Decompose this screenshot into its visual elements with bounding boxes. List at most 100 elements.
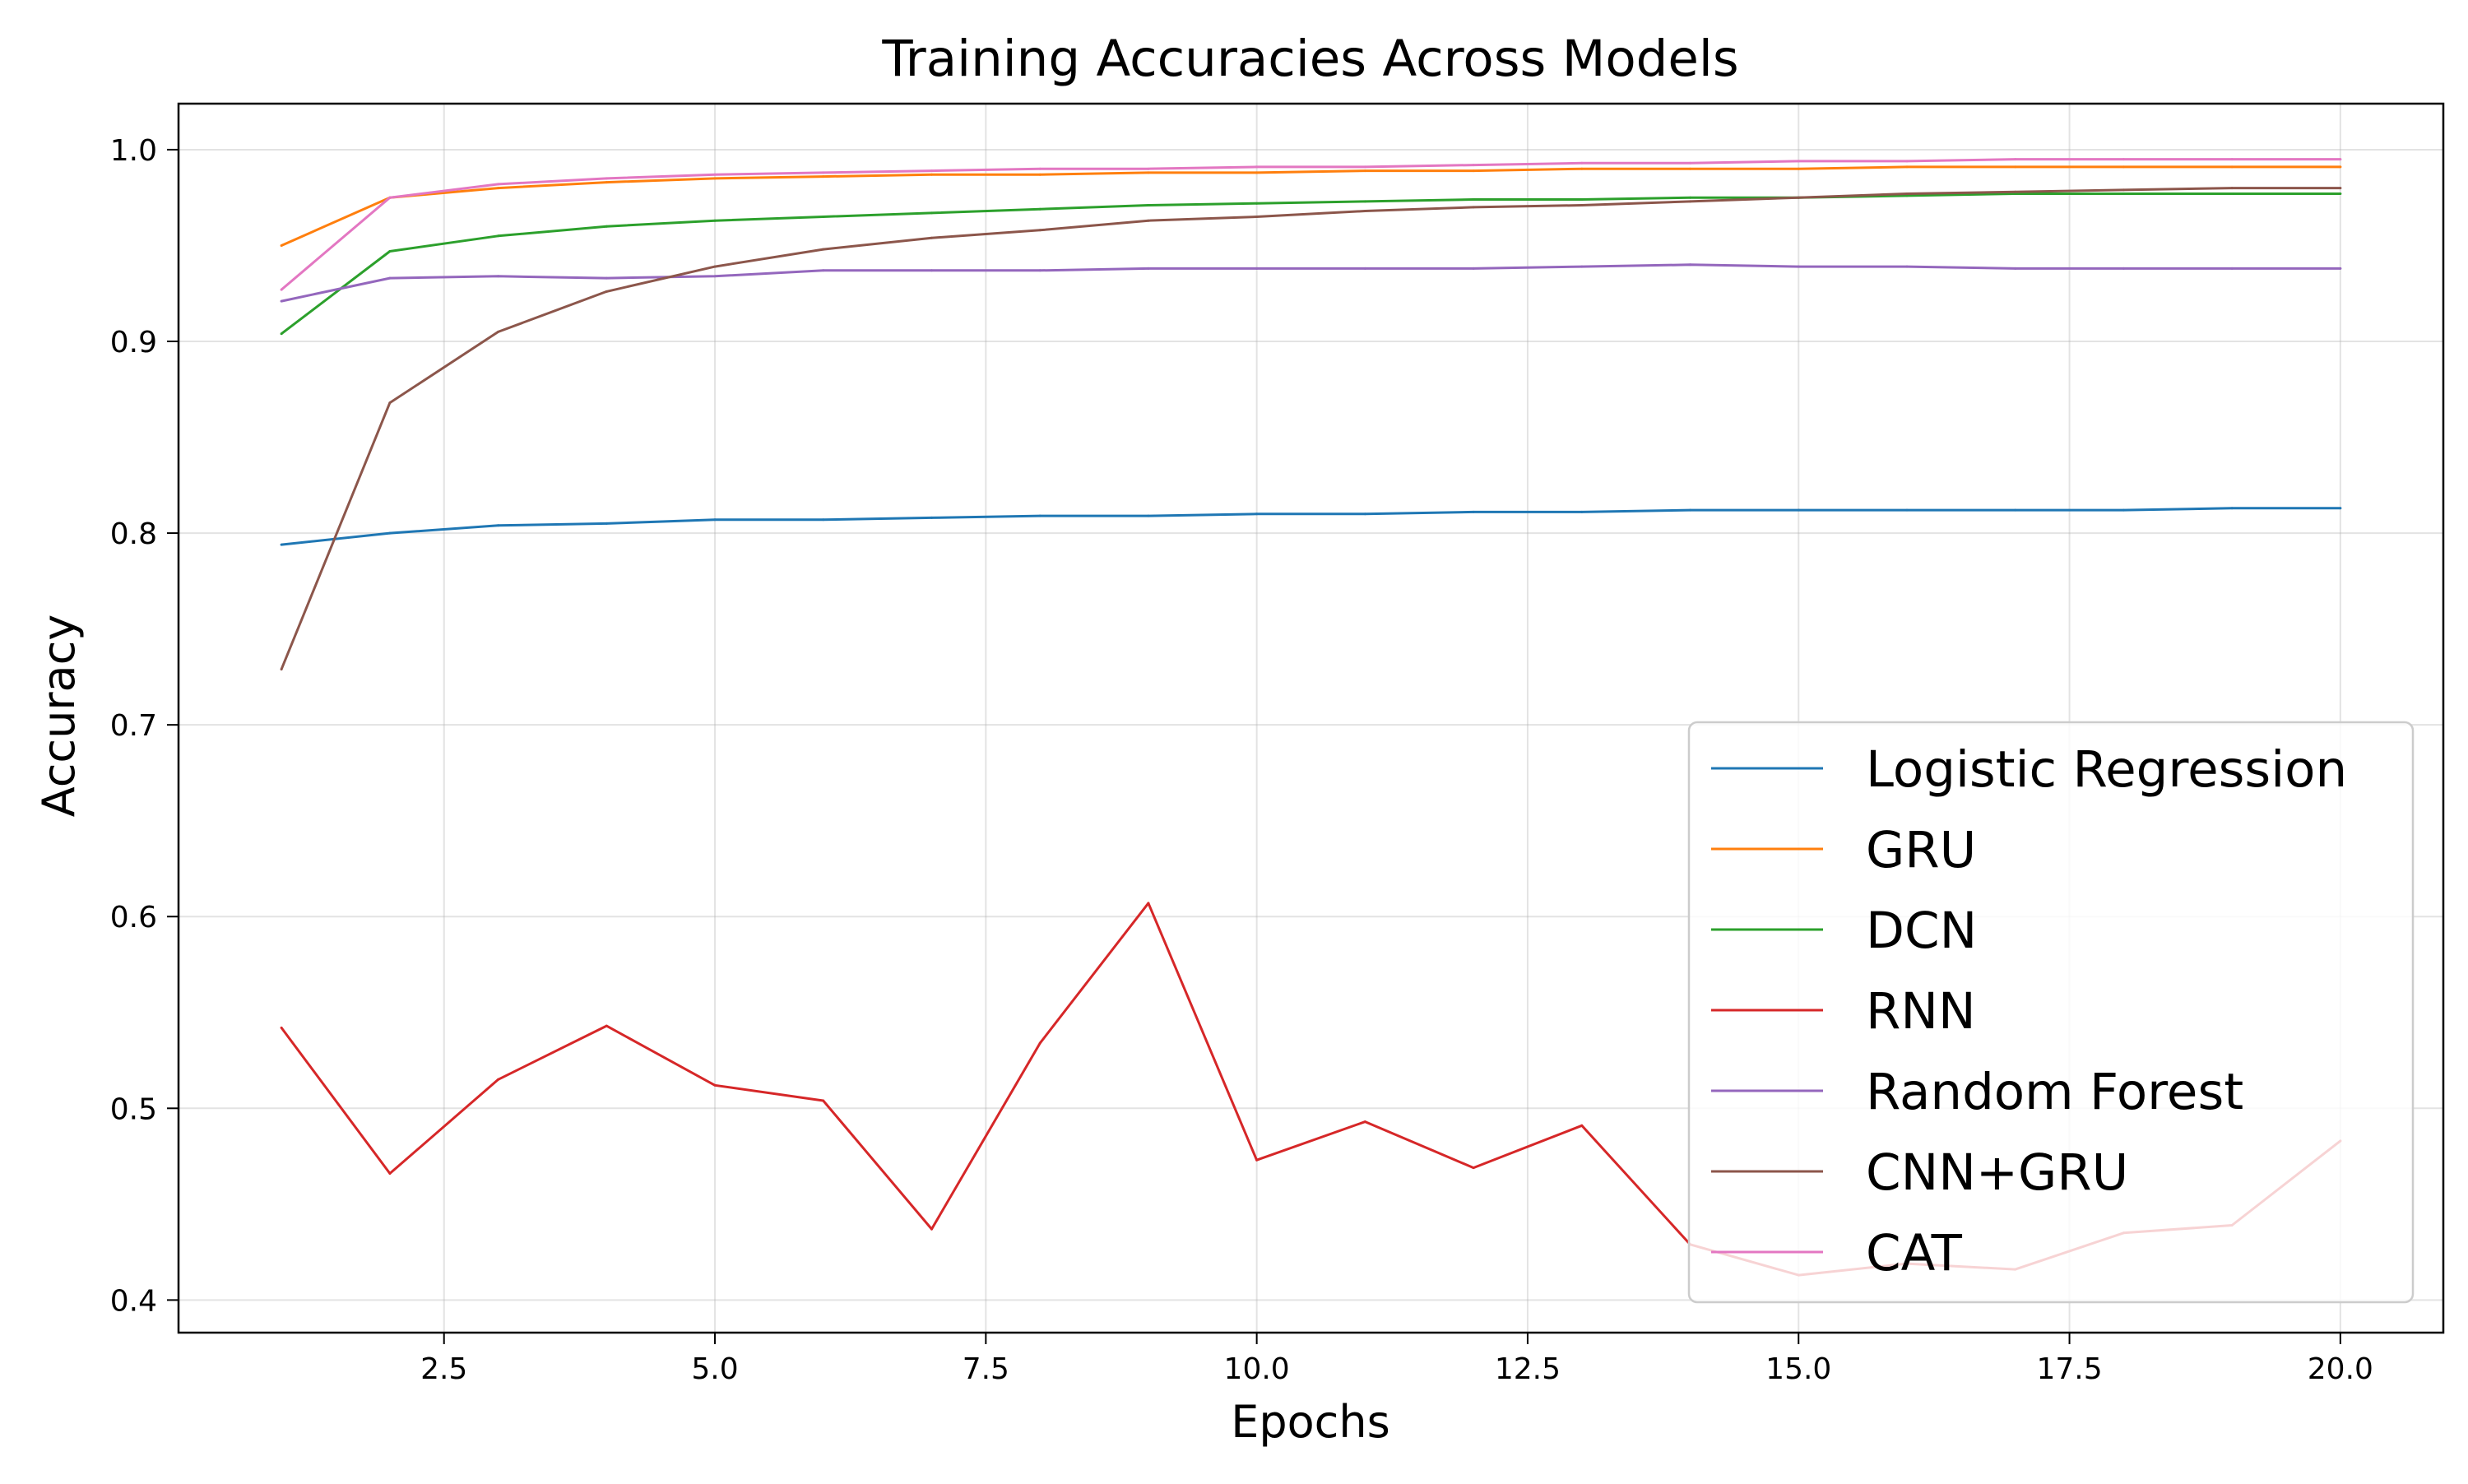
- y-tick-label: 1.0: [110, 134, 157, 168]
- data-point: [280, 1026, 283, 1029]
- data-point: [1255, 512, 1259, 516]
- legend-item[interactable]: CNN+GRU: [1711, 1143, 2128, 1202]
- data-point: [1147, 219, 1150, 222]
- data-point: [1905, 165, 1909, 169]
- data-point: [1255, 1158, 1259, 1162]
- data-point: [822, 518, 825, 522]
- legend-label: CNN+GRU: [1866, 1143, 2128, 1202]
- data-point: [1472, 206, 1475, 209]
- y-tick-label: 0.7: [110, 709, 157, 743]
- series-line-random-forest: [281, 263, 2340, 303]
- data-point: [1363, 165, 1366, 169]
- data-point: [497, 330, 500, 333]
- y-tick-label: 0.4: [110, 1284, 157, 1318]
- x-axis-label: Epochs: [1231, 1396, 1389, 1448]
- data-point: [822, 216, 825, 218]
- data-point: [1038, 514, 1041, 517]
- data-point: [1905, 192, 1909, 195]
- data-point: [930, 169, 933, 173]
- legend-box: [1687, 721, 2415, 1304]
- data-point: [2230, 187, 2234, 190]
- x-axis-ticks: 2.5 5.0 7.5 10.0 12.5 15.0 17.5 20.0: [420, 1333, 2373, 1386]
- data-point: [1689, 196, 1691, 199]
- legend-item[interactable]: RNN: [1711, 982, 1976, 1041]
- legend-item[interactable]: CAT: [1711, 1224, 1963, 1282]
- data-point: [1472, 164, 1475, 167]
- plot-frame: [177, 102, 2445, 1334]
- data-point: [2014, 165, 2017, 169]
- data-point: [1797, 196, 1800, 199]
- data-point: [1363, 200, 1366, 203]
- data-point: [1038, 229, 1041, 232]
- x-tick-label: 5.0: [691, 1352, 738, 1386]
- data-point: [1905, 160, 1909, 163]
- data-point: [388, 276, 392, 280]
- data-point: [2122, 192, 2125, 195]
- data-point: [497, 524, 500, 527]
- data-point: [1689, 167, 1691, 170]
- data-point: [280, 244, 283, 247]
- legend-label: Logistic Regression: [1866, 740, 2347, 799]
- series-random-forest: [280, 263, 2342, 303]
- data-point: [497, 183, 500, 186]
- data-point: [1255, 202, 1259, 205]
- data-point: [1905, 508, 1909, 512]
- data-point: [713, 265, 717, 268]
- legend-item[interactable]: DCN: [1711, 902, 1977, 960]
- data-point: [388, 531, 392, 535]
- data-point: [1472, 510, 1475, 513]
- data-point: [1689, 508, 1691, 512]
- data-point: [2230, 158, 2234, 161]
- data-point: [280, 299, 283, 303]
- data-point: [1580, 204, 1584, 206]
- data-point: [1689, 200, 1691, 203]
- data-point: [1147, 171, 1150, 174]
- data-point: [497, 234, 500, 238]
- series-line-cnn-gru: [280, 187, 2340, 670]
- data-point: [713, 173, 717, 176]
- data-point: [930, 173, 933, 176]
- data-point: [2014, 190, 2017, 193]
- data-point: [930, 269, 933, 272]
- data-point: [1038, 1041, 1041, 1045]
- y-tick-label: 0.6: [110, 901, 157, 934]
- legend-item[interactable]: Logistic Regression: [1711, 740, 2347, 799]
- data-point: [2122, 188, 2125, 192]
- data-point: [605, 276, 608, 280]
- y-axis-label: Accuracy: [33, 614, 85, 818]
- data-point: [1255, 267, 1259, 270]
- legend-item[interactable]: Random Forest: [1711, 1063, 2243, 1121]
- legend-item[interactable]: GRU: [1711, 821, 1976, 879]
- data-point: [1689, 263, 1691, 267]
- data-point: [2230, 507, 2234, 510]
- legend-label: CAT: [1866, 1224, 1963, 1282]
- legend-entries: Logistic Regression GRU DCN RNN Random Fores…: [1711, 740, 2347, 1282]
- data-point: [1580, 510, 1584, 513]
- data-point: [2014, 158, 2017, 161]
- data-point: [1255, 171, 1259, 174]
- data-point: [1580, 265, 1584, 268]
- legend[interactable]: Logistic Regression GRU DCN RNN Random Fores…: [1687, 721, 2415, 1304]
- data-point: [1255, 216, 1259, 218]
- data-point: [388, 196, 392, 199]
- data-point: [1580, 161, 1584, 165]
- data-point: [713, 518, 717, 522]
- data-point: [605, 290, 608, 293]
- series-line-dcn: [281, 192, 2340, 335]
- data-point: [822, 248, 825, 251]
- data-point: [2339, 267, 2342, 270]
- data-point: [2014, 508, 2017, 512]
- series-cat: [280, 158, 2342, 291]
- y-tick-label: 0.5: [110, 1092, 157, 1126]
- data-point: [1363, 512, 1366, 516]
- data-point: [1580, 198, 1584, 201]
- x-tick-label: 10.0: [1224, 1352, 1290, 1386]
- data-point: [605, 181, 608, 184]
- x-tick-label: 15.0: [1765, 1352, 1831, 1386]
- data-point: [280, 288, 283, 291]
- data-point: [2339, 192, 2342, 195]
- data-point: [1472, 169, 1475, 173]
- data-point: [1363, 267, 1366, 270]
- data-point: [822, 171, 825, 174]
